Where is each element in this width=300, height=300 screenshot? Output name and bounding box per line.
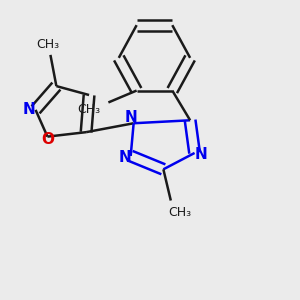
Text: CH₃: CH₃ — [36, 38, 59, 51]
Text: N: N — [194, 147, 207, 162]
Text: N: N — [118, 150, 131, 165]
Text: CH₃: CH₃ — [168, 206, 191, 219]
Text: N: N — [124, 110, 137, 125]
Text: N: N — [23, 102, 35, 117]
Text: O: O — [41, 132, 54, 147]
Text: CH₃: CH₃ — [77, 103, 101, 116]
